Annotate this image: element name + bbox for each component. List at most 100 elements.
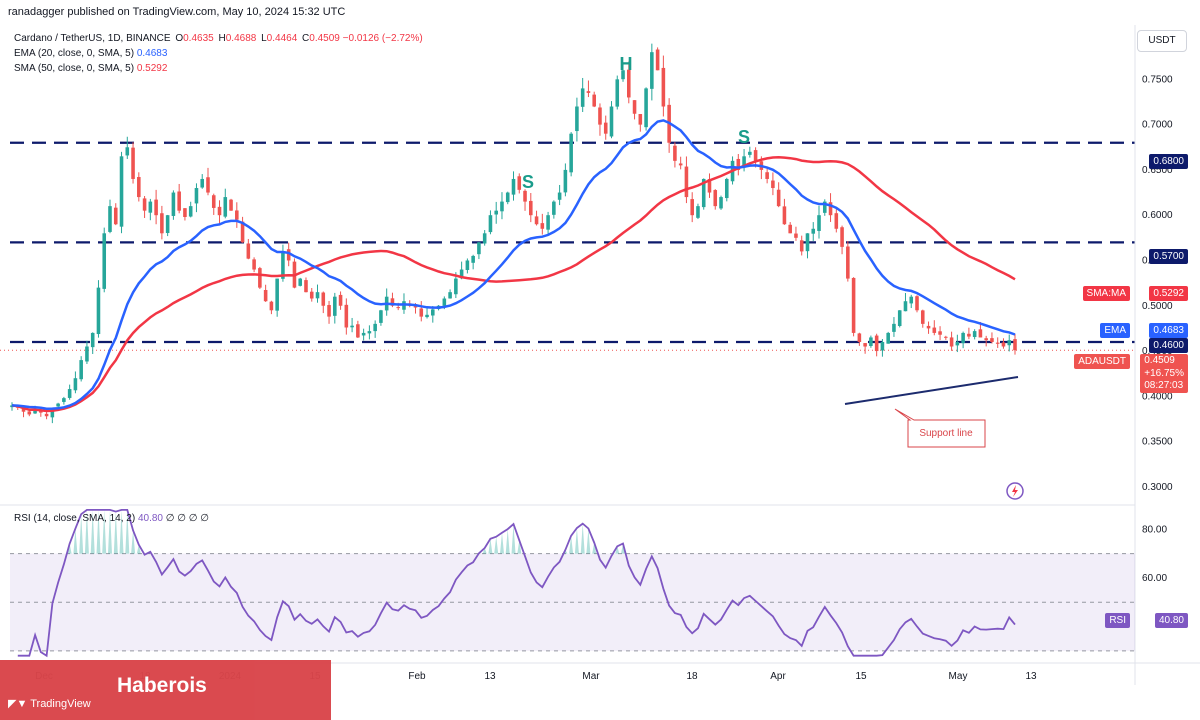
candle-body — [188, 206, 193, 217]
candle-body — [79, 360, 83, 380]
candle-body — [909, 296, 914, 304]
candle-body — [281, 251, 285, 279]
candle-body — [569, 133, 573, 173]
candle-body — [938, 331, 942, 335]
candle-body — [719, 197, 723, 209]
candle-body — [857, 333, 862, 342]
candle-body — [252, 259, 256, 270]
candle-body — [771, 180, 775, 189]
candle-body — [817, 215, 821, 231]
time-tick-label: 15 — [855, 671, 867, 682]
rsi-legend: RSI (14, close, SMA, 14, 2) 40.80 ∅ ∅ ∅ … — [14, 513, 209, 524]
symbol-title[interactable]: Cardano / TetherUS, 1D, BINANCE — [14, 33, 171, 44]
candle-body — [333, 296, 337, 316]
candle-body — [748, 151, 752, 155]
candle-body — [177, 191, 181, 211]
candle-body — [494, 210, 498, 215]
candle-body — [655, 49, 660, 71]
candle-body — [753, 150, 758, 161]
price-tick-label: 0.7000 — [1142, 120, 1173, 131]
candle-body — [529, 200, 533, 216]
brand-name: Haberois — [117, 674, 207, 697]
currency-selector[interactable]: USDT — [1137, 30, 1187, 52]
candle-body — [477, 242, 481, 255]
candle-body — [892, 323, 896, 332]
level-570-badge: 0.5700 — [1149, 249, 1188, 264]
candle-body — [828, 202, 833, 216]
candle-body — [915, 296, 919, 311]
candle-body — [511, 178, 516, 195]
candle-body — [67, 389, 72, 398]
candle-body — [131, 147, 135, 179]
candle-body — [903, 301, 908, 312]
candle-body — [454, 278, 458, 295]
lightning-icon[interactable] — [1006, 482, 1024, 500]
sma-legend-label: SMA (50, close, 0, SMA, 5) — [14, 63, 135, 74]
rsi-value-badge: 40.80 — [1154, 613, 1188, 628]
candle-body — [557, 192, 562, 200]
candle-body — [373, 323, 377, 332]
candle-body — [482, 233, 487, 244]
candle-body — [505, 192, 510, 203]
candle-body — [1013, 339, 1017, 351]
tradingview-logo[interactable]: ◤▼ TradingView — [8, 698, 91, 710]
candle-body — [50, 408, 55, 418]
candle-body — [465, 260, 470, 270]
candle-body — [846, 246, 850, 279]
level-460-badge: 0.4600 — [1149, 338, 1188, 353]
candle-body — [165, 215, 170, 234]
candle-body — [286, 249, 291, 261]
sma-value-badge: 0.5292 — [1149, 286, 1188, 301]
candle-body — [431, 309, 435, 316]
candle-body — [967, 333, 971, 337]
candle-body — [627, 69, 631, 98]
candle-body — [805, 233, 810, 252]
right-shoulder-label: S — [738, 127, 750, 147]
ema-tag: EMA — [1100, 323, 1130, 338]
candle-body — [603, 122, 608, 134]
candle-body — [949, 337, 954, 347]
candle-body — [609, 106, 614, 137]
time-tick-label: Mar — [582, 671, 600, 682]
candle-body — [137, 177, 141, 198]
sma-legend-value: 0.5292 — [136, 63, 168, 74]
price-tick-label: 0.3500 — [1142, 437, 1173, 448]
candle-body — [183, 208, 187, 217]
candle-body — [425, 314, 429, 318]
candle-body — [338, 294, 343, 306]
candle-body — [811, 228, 816, 234]
candle-body — [488, 215, 493, 233]
candle-body — [552, 201, 556, 215]
candle-body — [361, 332, 366, 336]
candle-body — [309, 291, 314, 299]
candle-body — [863, 343, 867, 347]
candle-body — [598, 107, 602, 125]
candle-body — [707, 178, 712, 193]
candle-body — [540, 223, 545, 229]
price-tick-label: 0.7500 — [1142, 74, 1173, 85]
change-value: −0.0126 (−2.72%) — [342, 33, 423, 44]
ema-value-badge: 0.4683 — [1149, 323, 1188, 338]
candle-body — [546, 215, 550, 230]
candle-body — [961, 332, 965, 344]
candle-body — [442, 298, 447, 306]
candle-body — [229, 199, 233, 211]
candle-body — [500, 201, 504, 212]
candle-body — [874, 335, 879, 352]
candle-body — [886, 332, 890, 344]
candle-body — [724, 178, 729, 199]
price-tick-label: 0.5000 — [1142, 301, 1173, 312]
candle-body — [27, 411, 32, 415]
candle-body — [223, 197, 228, 217]
candle-body — [235, 210, 239, 220]
candle-body — [650, 52, 654, 89]
time-tick-label: Apr — [770, 671, 786, 682]
candle-body — [21, 407, 26, 412]
tv-icon: ◤▼ — [8, 698, 28, 710]
candle-body — [240, 221, 245, 243]
candle-body — [840, 227, 844, 247]
price-badge: 0.4509 +16.75% 08:27:03 — [1140, 354, 1188, 393]
candle-body — [586, 91, 591, 93]
time-tick-label: 13 — [1025, 671, 1037, 682]
